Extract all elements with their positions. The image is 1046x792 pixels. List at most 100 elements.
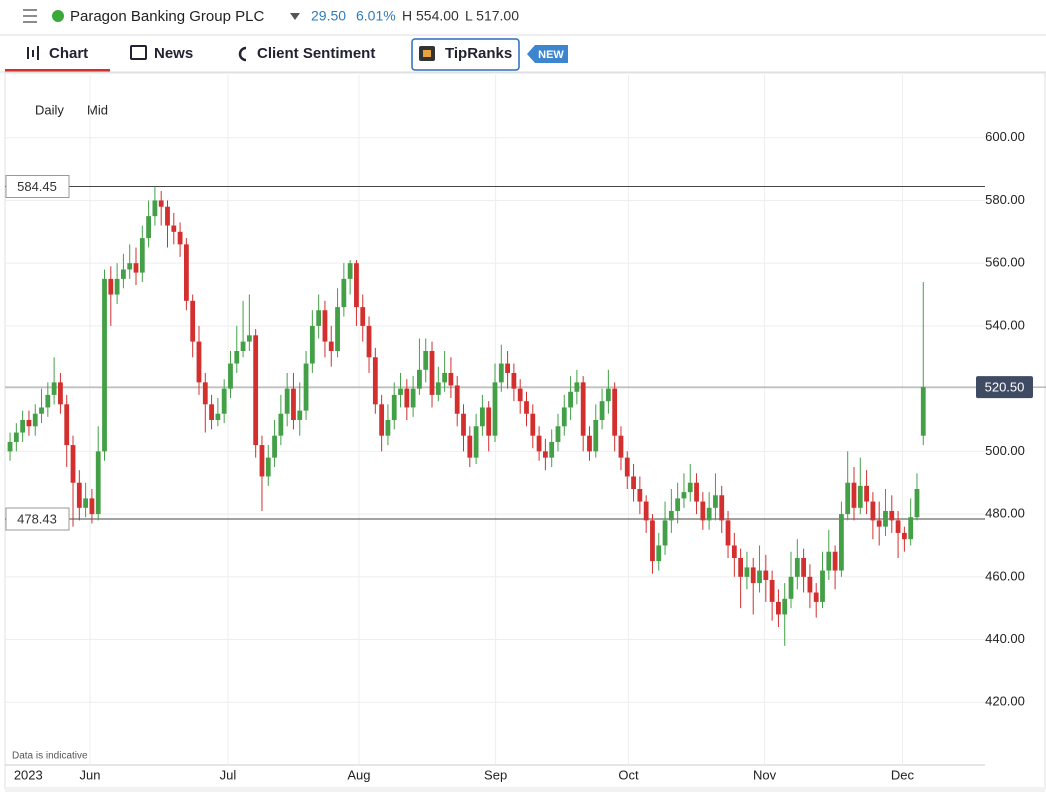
candle-body [76,482,82,508]
candle-body [410,388,416,408]
candle-body [26,420,32,427]
candle-body [486,407,492,436]
x-tick-label: Aug [347,767,370,782]
candle-body [39,407,44,414]
candle-body [139,238,145,273]
candle-body [429,351,435,395]
candle-body [278,413,284,436]
candle-body [246,335,252,342]
candle-body [813,592,819,602]
candle-body [870,501,876,521]
new-badge-bg [527,45,568,63]
candle-body [568,391,573,408]
candle-body [398,388,403,395]
candle-body [303,363,309,411]
menu-icon[interactable] [23,9,37,23]
y-tick-label: 500.00 [985,443,1025,458]
candle-body [322,310,328,342]
data-note: Data is indicative [12,751,88,762]
candle-body [681,492,687,499]
candle-body [605,388,611,402]
candle-body [920,387,926,436]
y-tick-label: 480.00 [985,506,1025,521]
candle-body [662,520,668,546]
candle-body [297,410,303,420]
candle-body [64,404,70,446]
news-icon [130,45,147,60]
tab-chart[interactable]: Chart [49,45,88,62]
last-price-box [976,376,1033,399]
candle-body [505,363,510,373]
candle-body [461,413,466,436]
candle-body [171,225,177,232]
candle-body [675,498,681,511]
chart-icon [27,46,39,60]
candle-body [517,388,523,402]
candle-body [794,558,800,577]
candle-body [574,382,580,392]
y-tick-label: 580.00 [985,192,1025,207]
candle-body [291,388,296,420]
candle-body [650,520,655,562]
candle-body [360,307,366,326]
active-tab-underline [5,69,110,72]
candle-body [914,489,920,518]
candle-body [845,482,851,515]
candle-body [202,382,208,405]
level-label-box [5,174,70,198]
tipranks-logo-mark [423,50,431,57]
candle-body [731,545,737,558]
interval[interactable]: Daily [35,102,64,117]
bottom-strip [5,787,1045,792]
candle-body [700,501,706,521]
candle-body [542,451,548,458]
candle-body [114,278,120,295]
candle-body [417,369,422,389]
price-type[interactable]: Mid [87,102,108,117]
candle-body [228,363,233,389]
candle-body [309,325,315,364]
candle-body [498,363,504,383]
level-label: 478.43 [17,511,57,526]
candle-body [832,551,838,571]
candle-body [423,351,429,370]
candle-body [391,394,397,420]
candle-body [706,507,712,521]
tab-tipranks[interactable]: TipRanks [445,45,512,62]
candle-body [612,388,618,436]
candle-body [448,372,454,386]
y-tick-label: 600.00 [985,129,1025,144]
status-dot [52,10,64,22]
candle-body [864,485,869,502]
candle-body [713,495,718,508]
candle-body [549,441,555,458]
candle-body [442,372,448,383]
candle-body [196,341,202,383]
instrument-title[interactable]: Paragon Banking Group PLC [70,8,264,25]
x-tick-label: Dec [891,767,915,782]
candle-body [316,310,322,326]
candle-body [284,388,290,414]
candle-body [372,357,378,405]
candle-body [757,570,762,584]
candle-body [826,551,832,571]
candle-body [190,300,196,342]
level-label-box [5,507,70,531]
dropdown-arrow[interactable] [290,13,300,20]
candle-body [480,407,485,427]
candle-body [265,457,271,477]
candle-body [13,432,19,442]
candle-body [454,385,460,414]
candle-body [857,485,863,508]
candle-body [851,482,857,508]
candle-body [631,476,636,489]
day-high: H 554.00 [402,8,459,24]
tab-news[interactable]: News [154,45,193,62]
tab-client-sentiment[interactable]: Client Sentiment [257,45,375,62]
candle-body [127,263,133,270]
x-tick-label: Nov [753,767,777,782]
tab-tipranks-box[interactable] [411,38,520,71]
candle-body [530,413,536,436]
candle-body [618,435,624,458]
candle-body [335,307,340,351]
